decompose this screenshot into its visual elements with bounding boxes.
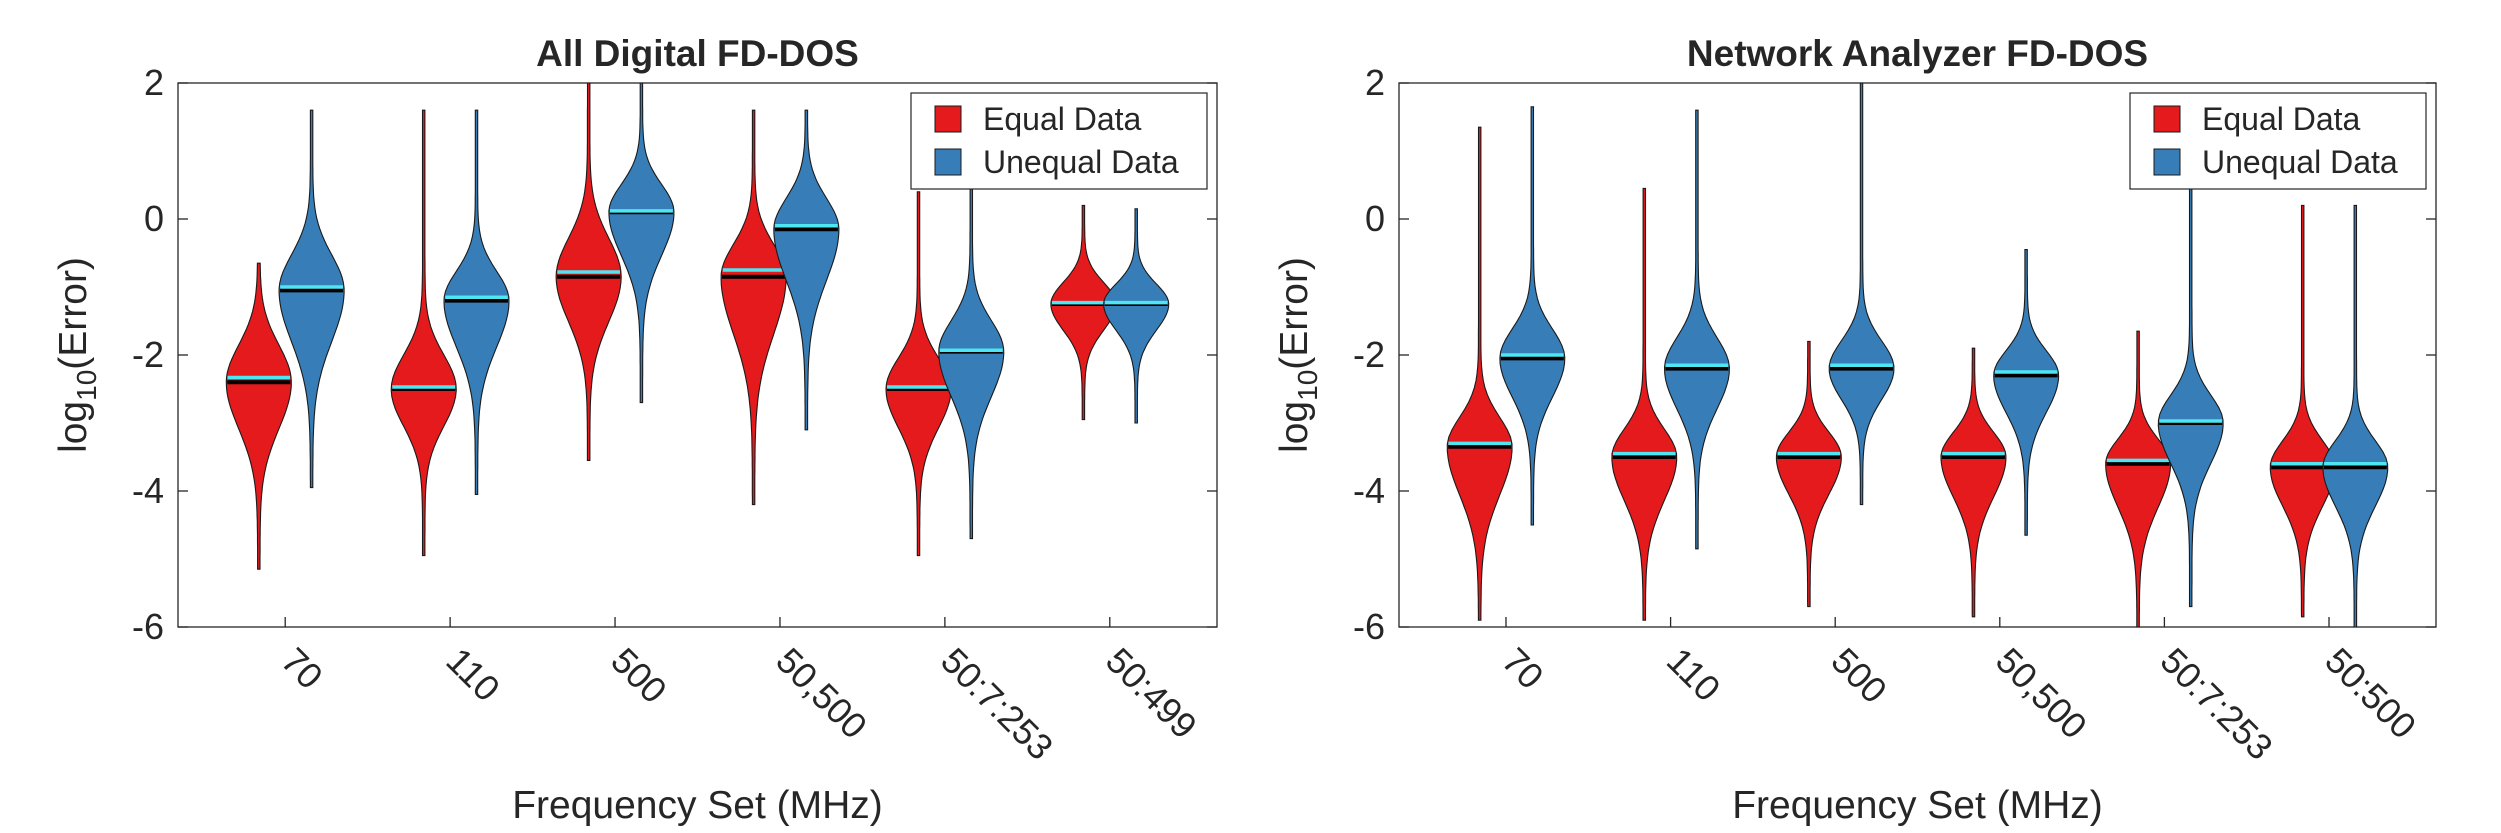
violin-body — [608, 82, 675, 404]
y-axis-label-log: log — [1273, 401, 1316, 453]
chart-title: All Digital FD-DOS — [536, 33, 859, 74]
y-axis-label-rest: (Error) — [1273, 257, 1316, 370]
y-axis-label-rest: (Error) — [52, 257, 95, 370]
violin-body — [1050, 204, 1117, 421]
legend-label: Equal Data — [983, 101, 1142, 137]
y-axis-label-subscript: 10 — [1292, 370, 1323, 401]
y-tick-label: 0 — [144, 198, 164, 239]
y-tick-label: -4 — [1353, 470, 1385, 511]
violin-body — [1940, 347, 2007, 618]
y-tick-label: -4 — [132, 470, 164, 511]
violin-body — [390, 109, 457, 557]
y-axis-label: log10(Error) — [52, 257, 102, 453]
violin-series-equal-data — [225, 82, 1117, 570]
y-tick-label: -2 — [1353, 334, 1385, 375]
y-tick-label: -6 — [1353, 606, 1385, 647]
legend: Equal Data Unequal Data — [2129, 92, 2427, 190]
violin-body — [773, 109, 840, 431]
violin-series-unequal-data — [278, 82, 1170, 540]
x-axis-label: Frequency Set (MHz) — [1732, 784, 2103, 827]
violin-body — [2105, 330, 2172, 628]
y-axis-label-subscript: 10 — [71, 370, 102, 401]
violin-body — [1611, 187, 1678, 621]
x-axis-label: Frequency Set (MHz) — [512, 784, 883, 827]
violin-body — [1993, 249, 2060, 536]
y-tick-label: 2 — [144, 62, 164, 103]
violin-body — [1446, 126, 1513, 621]
violin-body — [1103, 208, 1170, 424]
legend: Equal Data Unequal Data — [910, 92, 1208, 190]
legend-swatch — [2153, 148, 2181, 176]
violin-series-unequal-data — [1499, 82, 2389, 628]
legend-swatch — [934, 148, 962, 176]
y-axis-label-log: log — [52, 401, 95, 453]
violin-body — [1663, 109, 1730, 550]
violin-body — [278, 109, 345, 489]
violin-body — [225, 262, 292, 570]
violin-body — [2322, 204, 2389, 628]
y-tick-label: 2 — [1365, 62, 1385, 103]
legend-label: Unequal Data — [2202, 144, 2398, 180]
legend-swatch — [2153, 105, 2181, 133]
violin-body — [1828, 82, 1895, 506]
y-tick-label: -6 — [132, 606, 164, 647]
violin-body — [885, 191, 952, 557]
violin-body — [1499, 106, 1566, 526]
violin-body — [720, 109, 787, 506]
y-tick-label: -2 — [132, 334, 164, 375]
legend-label: Equal Data — [2202, 101, 2361, 137]
chart-title: Network Analyzer FD-DOS — [1687, 33, 2148, 74]
y-tick-label: 0 — [1365, 198, 1385, 239]
violin-body — [1775, 340, 1842, 608]
y-axis-label: log10(Error) — [1273, 257, 1323, 453]
legend-label: Unequal Data — [983, 144, 1179, 180]
legend-swatch — [934, 105, 962, 133]
